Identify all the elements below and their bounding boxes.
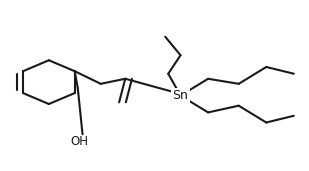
Text: Sn: Sn xyxy=(173,89,188,102)
Text: OH: OH xyxy=(70,135,88,148)
